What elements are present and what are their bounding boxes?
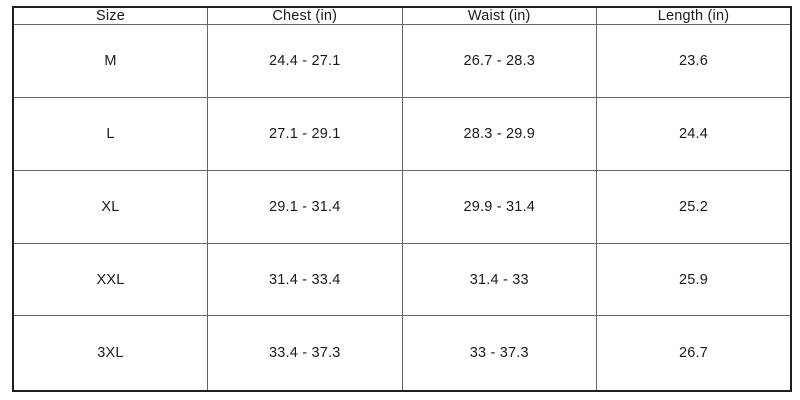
length-cell: 26.7 xyxy=(596,315,792,392)
chest-cell: 29.1 - 31.4 xyxy=(207,169,403,244)
waist-cell: 33 - 37.3 xyxy=(401,315,597,392)
size-cell: L xyxy=(12,96,208,171)
waist-cell: 28.3 - 29.9 xyxy=(401,96,597,171)
size-cell: M xyxy=(12,24,208,98)
size-cell: XL xyxy=(12,169,208,244)
length-cell: 24.4 xyxy=(596,96,792,171)
chest-cell: 31.4 - 33.4 xyxy=(207,242,403,317)
header-row: Size Chest (in) Waist (in) Length (in) xyxy=(12,6,792,25)
waist-cell: 29.9 - 31.4 xyxy=(401,169,597,244)
waist-cell: 26.7 - 28.3 xyxy=(401,24,597,98)
length-cell: 25.2 xyxy=(596,169,792,244)
column-header-length: Length (in) xyxy=(596,6,792,25)
table-header: Size Chest (in) Waist (in) Length (in) xyxy=(12,6,792,25)
size-cell: 3XL xyxy=(12,315,208,392)
size-cell: XXL xyxy=(12,242,208,317)
length-cell: 23.6 xyxy=(596,24,792,98)
table-body: M 24.4 - 27.1 26.7 - 28.3 23.6 L 27.1 - … xyxy=(12,24,792,392)
table-row-m: M 24.4 - 27.1 26.7 - 28.3 23.6 xyxy=(12,24,792,98)
table-row-xl: XL 29.1 - 31.4 29.9 - 31.4 25.2 xyxy=(12,169,792,244)
column-header-size: Size xyxy=(12,6,208,25)
chest-cell: 24.4 - 27.1 xyxy=(207,24,403,98)
size-chart: Size Chest (in) Waist (in) Length (in) M… xyxy=(12,6,792,392)
chest-cell: 33.4 - 37.3 xyxy=(207,315,403,392)
column-header-chest: Chest (in) xyxy=(207,6,403,25)
table-row-xxl: XXL 31.4 - 33.4 31.4 - 33 25.9 xyxy=(12,242,792,317)
size-chart-table: Size Chest (in) Waist (in) Length (in) M… xyxy=(12,6,792,392)
table-row-3xl: 3XL 33.4 - 37.3 33 - 37.3 26.7 xyxy=(12,315,792,392)
chest-cell: 27.1 - 29.1 xyxy=(207,96,403,171)
length-cell: 25.9 xyxy=(596,242,792,317)
table-row-l: L 27.1 - 29.1 28.3 - 29.9 24.4 xyxy=(12,96,792,171)
waist-cell: 31.4 - 33 xyxy=(401,242,597,317)
column-header-waist: Waist (in) xyxy=(401,6,597,25)
